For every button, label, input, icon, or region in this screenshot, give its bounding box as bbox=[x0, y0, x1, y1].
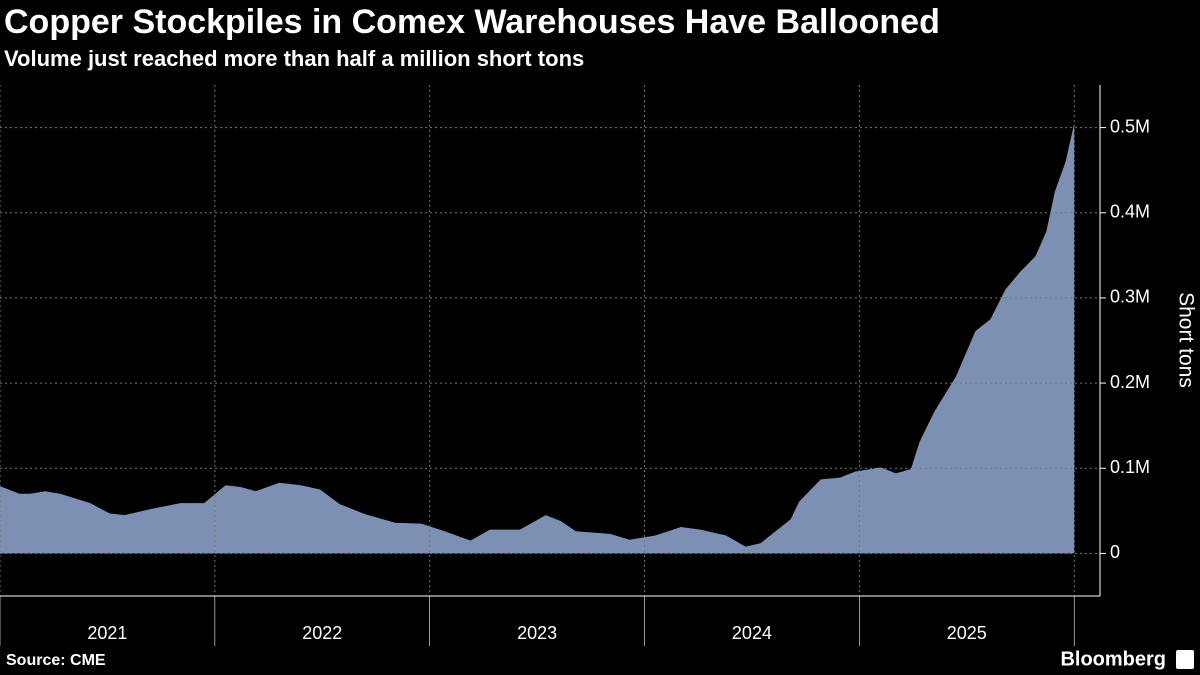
brand: Bloomberg bbox=[1060, 648, 1166, 670]
y-tick-label: 0.5M bbox=[1110, 116, 1150, 136]
y-tick-label: 0.4M bbox=[1110, 202, 1150, 222]
y-tick-label: 0.3M bbox=[1110, 287, 1150, 307]
y-tick-label: 0.1M bbox=[1110, 457, 1150, 477]
source: Source: CME bbox=[6, 652, 106, 669]
chart-title: Copper Stockpiles in Comex Warehouses Ha… bbox=[4, 3, 940, 41]
x-tick-label: 2021 bbox=[87, 623, 127, 643]
x-tick-label: 2025 bbox=[947, 623, 987, 643]
x-tick-label: 2024 bbox=[732, 623, 772, 643]
y-axis-label: Short tons bbox=[1174, 292, 1197, 388]
area bbox=[0, 123, 1075, 554]
y-tick-label: 0 bbox=[1110, 542, 1120, 562]
brand-icon bbox=[1176, 650, 1194, 669]
chart-subtitle: Volume just reached more than half a mil… bbox=[4, 46, 584, 71]
y-tick-label: 0.2M bbox=[1110, 372, 1150, 392]
x-tick-label: 2022 bbox=[302, 623, 342, 643]
x-tick-label: 2023 bbox=[517, 623, 557, 643]
